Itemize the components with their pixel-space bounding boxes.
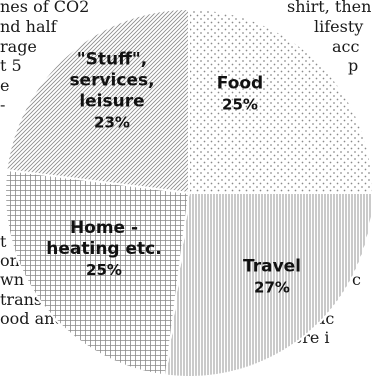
slice-name-label: Travel	[243, 257, 301, 277]
left-text-line: t	[0, 232, 7, 251]
left-text-line: -	[0, 95, 6, 114]
slice-value-label: 27%	[254, 279, 290, 297]
slice-name-label: heating etc.	[46, 239, 161, 259]
slice-name-label: Food	[217, 74, 263, 94]
slice-name-label: leisure	[79, 92, 144, 112]
slice-value-label: 23%	[94, 114, 130, 132]
left-text-line: rage	[0, 37, 37, 56]
left-text-line: nd half	[0, 17, 57, 36]
pie-slice-food	[188, 7, 372, 194]
left-text-line: e	[0, 76, 10, 95]
right-text-line: shirt, then	[287, 0, 372, 16]
pie-slice-home-heating	[4, 168, 191, 376]
right-text-line: p	[348, 56, 359, 75]
left-text-line: t 5	[0, 56, 22, 75]
slice-name-label: services,	[69, 71, 154, 91]
pie-slice-stuff-services-leisure	[5, 7, 190, 195]
right-text-line: c	[352, 270, 361, 289]
pie-slice-travel	[164, 192, 372, 376]
slice-value-label: 25%	[86, 261, 122, 279]
slice-name-label: Home -	[70, 218, 138, 238]
right-text-line: acc	[332, 37, 360, 56]
left-text-line: wn	[0, 270, 24, 289]
left-text-line: ood and	[0, 309, 65, 328]
left-text-line: nes of CO2	[0, 0, 90, 16]
slice-value-label: 25%	[222, 96, 258, 114]
right-text-line: lifesty	[314, 17, 364, 36]
slice-name-label: "Stuff",	[77, 50, 147, 70]
